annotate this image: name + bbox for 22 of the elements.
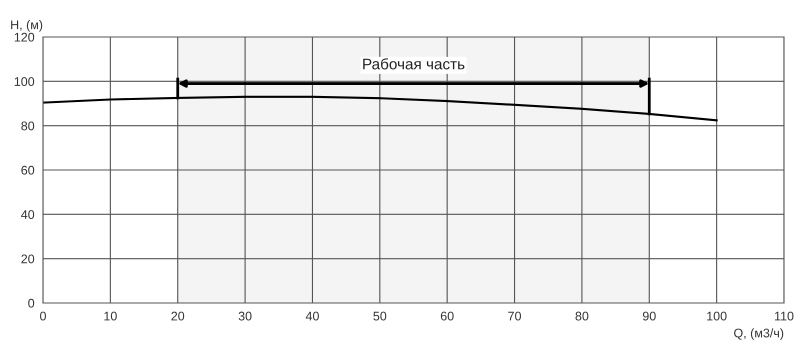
x-tick-label: 10 [104, 312, 117, 321]
y-tick-label: 80 [21, 121, 34, 130]
y-tick-label: 120 [14, 32, 34, 42]
x-tick-label: 100 [707, 312, 727, 321]
x-tick-label: 40 [306, 312, 319, 321]
x-tick-label: 70 [508, 312, 522, 321]
x-tick-label: 30 [238, 312, 252, 321]
y-tick-label: 0 [28, 298, 34, 308]
x-tick-label: 60 [440, 312, 454, 321]
x-tick-label: 50 [373, 312, 386, 321]
x-tick-label: 90 [642, 312, 656, 321]
y-tick-label: 40 [21, 210, 34, 219]
y-tick-label: 20 [21, 254, 34, 264]
x-tick-label: 80 [576, 312, 588, 321]
x-tick-label: 0 [40, 312, 46, 321]
x-axis-title: Q, (м3/ч) [734, 328, 784, 340]
y-tick-label: 60 [21, 166, 34, 175]
y-tick-label: 100 [14, 77, 34, 86]
y-axis-title: H, (м) [11, 20, 42, 32]
band-label: Рабочая часть [363, 58, 464, 70]
x-tick-label: 20 [171, 312, 184, 321]
x-tick-label: 110 [774, 312, 794, 321]
